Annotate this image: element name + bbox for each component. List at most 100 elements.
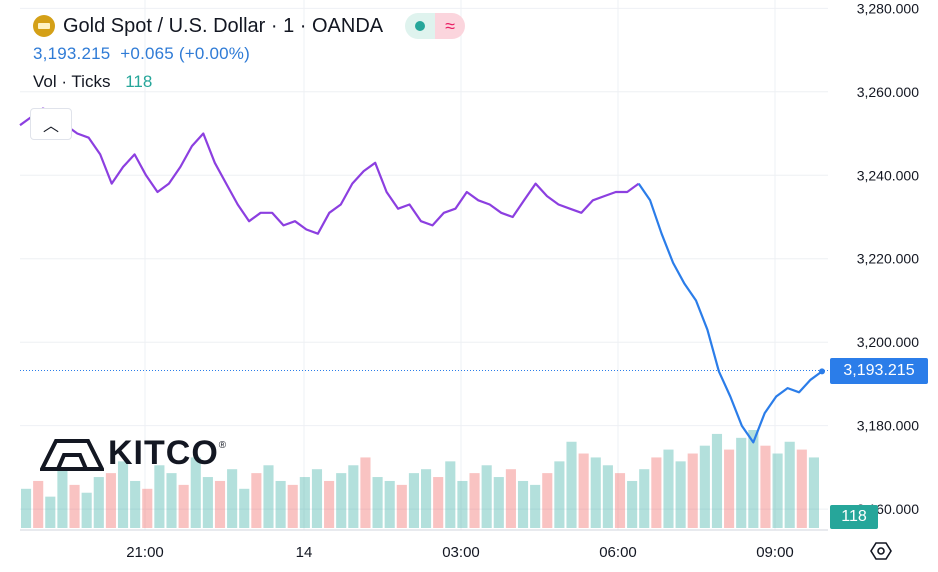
volume-bar [699, 445, 710, 528]
volume-bar [190, 457, 201, 528]
volume-bar [602, 465, 613, 528]
volume-bar [469, 473, 480, 528]
volume-label[interactable]: Vol · Ticks [33, 72, 111, 91]
last-point-dot [819, 368, 825, 375]
market-status-pill[interactable]: ≈ [405, 13, 466, 39]
y-tick-label: 3,240.000 [857, 167, 919, 183]
last-price: 3,193.215 [33, 44, 111, 63]
volume-bar [724, 449, 735, 528]
volume-bar [772, 453, 783, 528]
kitco-mark-icon [40, 438, 104, 471]
volume-bar [517, 480, 529, 528]
volume-bar [736, 437, 747, 528]
volume-bar [117, 461, 129, 528]
volume-value: 118 [125, 72, 153, 91]
chart-grid [20, 0, 828, 530]
volume-bar [639, 469, 650, 528]
volume-bar [384, 480, 395, 528]
volume-bar [142, 488, 153, 528]
y-tick-label: 3,200.000 [857, 334, 919, 350]
volume-bar [275, 480, 286, 528]
market-open-dot-icon[interactable] [405, 13, 436, 39]
volume-bar [760, 445, 771, 528]
volume-bar [493, 477, 504, 528]
volume-bar [81, 492, 92, 528]
volume-bar [93, 477, 104, 528]
volume-bar [21, 488, 32, 528]
x-tick-label: 14 [296, 544, 313, 561]
volume-bar [457, 480, 468, 528]
last-price-tag: 3,193.215 [830, 357, 928, 384]
price-row: 3,193.215 +0.065 (+0.00%) [33, 44, 465, 64]
volume-bar [408, 473, 419, 528]
volume-bar [311, 469, 323, 528]
volume-bar [178, 484, 189, 528]
volume-bar [251, 473, 262, 528]
volume-bar [627, 480, 638, 528]
volume-bar [299, 477, 310, 528]
y-tick-label: 3,180.000 [857, 418, 919, 434]
volume-bar [651, 457, 662, 528]
volume-bar [687, 453, 698, 528]
time-axis[interactable]: 21:00 14 03:00 06:00 09:00 [126, 544, 794, 561]
symbol-title-row: Gold Spot / U.S. Dollar · 1 · OANDA ≈ [33, 12, 466, 40]
chart-legend: Gold Spot / U.S. Dollar · 1 · OANDA ≈ 3,… [33, 12, 466, 92]
volume-bar [433, 477, 444, 528]
price-axis[interactable]: 3,280.000 3,260.000 3,240.000 3,220.000 3,20… [857, 0, 919, 517]
volume-bars [21, 430, 819, 528]
volume-bar [614, 473, 626, 528]
price-change: +0.065 (+0.00%) [120, 44, 250, 63]
volume-bar [505, 469, 516, 528]
collapse-legend-button[interactable]: ︿ [30, 108, 72, 140]
x-tick-label: 21:00 [126, 544, 164, 561]
price-line-blue [637, 182, 823, 444]
kitco-logo-text: KITCO [108, 434, 219, 472]
chevron-up-icon: ︿ [42, 118, 59, 135]
volume-bar [445, 461, 456, 528]
gold-coin-icon [33, 15, 55, 37]
volume-bar [784, 441, 795, 528]
volume-bar [287, 484, 298, 528]
kitco-registered-mark: ® [218, 440, 227, 451]
volume-bar [105, 473, 116, 528]
volume-bar [69, 484, 80, 528]
price-series [19, 107, 825, 444]
volume-bar [166, 473, 177, 528]
volume-row: Vol · Ticks 118 [33, 72, 465, 92]
volume-bar [808, 457, 819, 528]
kitco-logo: KITCO ® [40, 434, 226, 473]
volume-bar [348, 465, 359, 528]
symbol-title[interactable]: Gold Spot / U.S. Dollar · 1 · OANDA [63, 14, 384, 37]
volume-bar [675, 461, 686, 528]
y-tick-label: 3,260.000 [857, 84, 919, 100]
volume-bar [748, 430, 759, 528]
volume-bar [481, 465, 492, 528]
price-line-purple [19, 107, 640, 235]
volume-bar [554, 461, 565, 528]
approx-data-icon[interactable]: ≈ [435, 13, 466, 39]
volume-bar [530, 484, 541, 528]
volume-bar [324, 480, 335, 528]
volume-bar [796, 449, 807, 528]
volume-bar [663, 449, 674, 528]
volume-bar [154, 465, 165, 528]
x-tick-label: 09:00 [756, 544, 794, 561]
volume-bar [360, 457, 371, 528]
y-tick-label: 3,280.000 [857, 0, 919, 16]
volume-bar [590, 457, 601, 528]
volume-bar [566, 441, 577, 528]
x-tick-label: 06:00 [599, 544, 637, 561]
volume-bar [227, 469, 238, 528]
volume-bar [33, 480, 44, 528]
y-tick-label: 3,220.000 [857, 251, 919, 267]
volume-bar [263, 465, 274, 528]
volume-bar [396, 484, 407, 528]
volume-bar [421, 469, 432, 528]
settings-hexagon-icon[interactable] [870, 540, 892, 562]
volume-bar [578, 453, 589, 528]
last-volume-tag: 118 [830, 505, 878, 529]
volume-bar [711, 433, 723, 528]
volume-bar [45, 496, 56, 528]
x-tick-label: 03:00 [442, 544, 480, 561]
